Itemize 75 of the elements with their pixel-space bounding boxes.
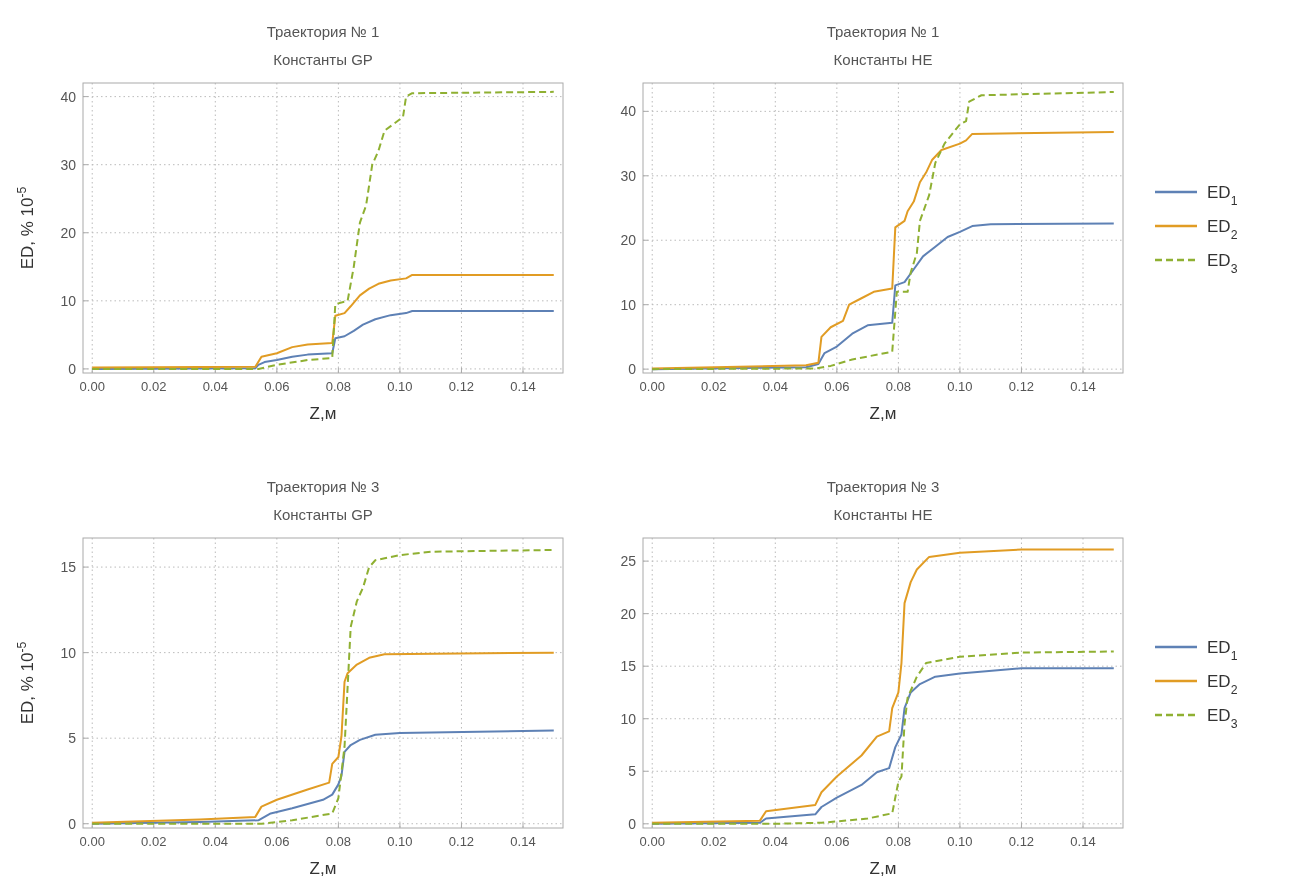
x-tick-label: 0.08 xyxy=(885,379,912,394)
y-tick-label: 0 xyxy=(68,360,77,377)
legend-label: ED$_{3}$ xyxy=(1207,251,1238,276)
x-tick-label: 0.00 xyxy=(639,834,665,849)
y-tick-label: 30 xyxy=(60,156,77,173)
chart-subtitle: Константы GP xyxy=(273,506,373,523)
y-tick-label: 0 xyxy=(628,815,637,832)
x-tick-label: 0.12 xyxy=(1008,834,1035,849)
legend-label: ED$_{2}$ xyxy=(1207,672,1238,697)
y-tick-label: 15 xyxy=(620,658,637,675)
y-tick-label: 5 xyxy=(68,730,77,747)
x-tick-label: 0.10 xyxy=(947,834,973,849)
legend-label: ED$_{2}$ xyxy=(1207,217,1238,242)
x-tick-label: 0.02 xyxy=(701,379,727,394)
y-tick-label: 20 xyxy=(620,605,637,622)
x-tick-label: 0.10 xyxy=(387,834,413,849)
x-tick-label: 0.02 xyxy=(141,834,167,849)
x-tick-label: 0.14 xyxy=(1070,379,1096,394)
y-tick-label: 0 xyxy=(628,361,637,378)
x-tick-label: 0.04 xyxy=(202,834,228,849)
line-series xyxy=(91,651,555,824)
x-tick-label: 0.04 xyxy=(762,379,788,394)
legend-label: ED$_{3}$ xyxy=(1207,706,1238,731)
x-tick-label: 0.08 xyxy=(885,834,912,849)
y-tick-label: 15 xyxy=(60,559,77,576)
chart-title: Траектория № 1 xyxy=(826,23,940,40)
x-tick-label: 0.06 xyxy=(264,834,290,849)
y-tick-label: 25 xyxy=(620,553,637,570)
line-series xyxy=(91,273,555,369)
x-tick-label: 0.06 xyxy=(824,834,850,849)
x-axis-title: Z,м xyxy=(869,404,897,423)
y-tick-label: 10 xyxy=(620,710,637,727)
x-tick-label: 0.00 xyxy=(79,379,105,394)
chart-title: Траектория № 3 xyxy=(266,478,380,495)
x-tick-label: 0.14 xyxy=(510,834,536,849)
chart-subtitle: Константы GP xyxy=(273,51,373,68)
chart-subtitle: Константы HE xyxy=(833,506,933,523)
x-tick-label: 0.00 xyxy=(639,379,665,394)
y-tick-label: 5 xyxy=(628,763,637,780)
x-tick-label: 0.10 xyxy=(387,379,413,394)
x-tick-label: 0.06 xyxy=(264,379,290,394)
y-tick-label: 10 xyxy=(60,292,77,309)
chart-title: Траектория № 1 xyxy=(266,23,380,40)
y-tick-label: 0 xyxy=(68,815,77,832)
x-tick-label: 0.14 xyxy=(1070,834,1096,849)
x-tick-label: 0.12 xyxy=(1008,379,1035,394)
legend-label: ED$_{1}$ xyxy=(1207,183,1238,208)
y-tick-label: 10 xyxy=(620,296,637,313)
x-tick-label: 0.14 xyxy=(510,379,536,394)
line-series xyxy=(91,90,555,370)
x-tick-label: 0.12 xyxy=(448,379,475,394)
line-series xyxy=(651,548,1115,824)
y-tick-label: 20 xyxy=(620,232,637,249)
y-tick-label: 30 xyxy=(620,167,637,184)
x-axis-title: Z,м xyxy=(869,859,897,878)
x-tick-label: 0.06 xyxy=(824,379,850,394)
x-tick-label: 0.08 xyxy=(325,834,352,849)
x-tick-label: 0.10 xyxy=(947,379,973,394)
x-tick-label: 0.08 xyxy=(325,379,352,394)
x-tick-label: 0.00 xyxy=(79,834,105,849)
chart-subtitle: Константы HE xyxy=(833,51,933,68)
y-tick-label: 10 xyxy=(60,644,77,661)
x-axis-title: Z,м xyxy=(309,859,337,878)
x-tick-label: 0.04 xyxy=(202,379,228,394)
y-tick-label: 20 xyxy=(60,224,77,241)
y-tick-label: 40 xyxy=(60,88,77,105)
x-tick-label: 0.12 xyxy=(448,834,475,849)
y-tick-label: 40 xyxy=(620,103,637,120)
x-axis-title: Z,м xyxy=(309,404,337,423)
line-series xyxy=(91,548,555,825)
chart-title: Траектория № 3 xyxy=(826,478,940,495)
x-tick-label: 0.04 xyxy=(762,834,788,849)
legend-label: ED$_{1}$ xyxy=(1207,638,1238,663)
x-tick-label: 0.02 xyxy=(141,379,167,394)
x-tick-label: 0.02 xyxy=(701,834,727,849)
